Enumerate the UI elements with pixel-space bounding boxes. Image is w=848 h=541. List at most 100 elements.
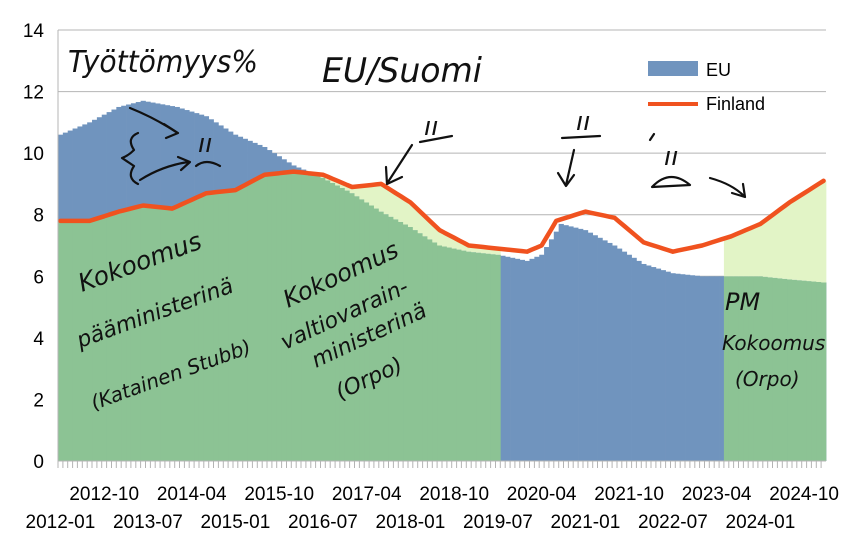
bar-eu xyxy=(607,242,613,461)
band-segment-2 xyxy=(427,220,433,240)
band-segment-1 xyxy=(339,188,346,461)
band-segment-1 xyxy=(330,182,336,461)
x-tick-label-upper: 2024-10 xyxy=(769,484,839,505)
band-segment-2 xyxy=(369,184,375,206)
band-segment-1 xyxy=(320,177,326,461)
band-segment-0 xyxy=(189,199,195,461)
band-segment-3 xyxy=(787,279,793,461)
band-segment-0 xyxy=(111,213,117,461)
band-segment-1 xyxy=(427,239,433,461)
bar-eu xyxy=(529,258,535,461)
band-segment-2 xyxy=(344,184,350,191)
x-tick-labels: 2012-10 2014-04 2015-10 2017-04 2018-10 2020-… xyxy=(26,484,839,533)
band-segment-3 xyxy=(782,278,788,461)
band-segment-3 xyxy=(811,281,817,461)
bar-eu xyxy=(714,276,720,461)
band-segment-4 xyxy=(801,193,807,281)
band-segment-0 xyxy=(121,210,127,461)
band-segment-3 xyxy=(743,276,749,461)
bar-eu xyxy=(651,267,657,461)
y-tick-label: 2 xyxy=(33,390,44,411)
annotation-subtitle: EU/Suomi xyxy=(322,51,483,91)
band-segment-1 xyxy=(393,219,399,461)
band-segment-2 xyxy=(442,232,448,247)
band-segment-0 xyxy=(208,192,214,461)
band-segment-3 xyxy=(757,276,764,461)
band-segment-0 xyxy=(271,173,278,462)
bar-eu xyxy=(534,256,540,461)
band-segment-1 xyxy=(383,214,389,461)
annotation-period3-line1: PM xyxy=(725,288,760,316)
band-segment-1 xyxy=(456,249,462,461)
y-tick-labels: 0 2 4 6 8 10 12 14 xyxy=(23,21,45,473)
band-segment-1 xyxy=(471,252,477,461)
band-segment-0 xyxy=(291,171,297,462)
bar-eu xyxy=(587,232,594,461)
ditto-underline-1 xyxy=(194,160,222,168)
band-segment-4 xyxy=(806,190,812,282)
band-segment-2 xyxy=(393,193,399,220)
band-segment-1 xyxy=(446,247,453,461)
bar-eu xyxy=(626,254,632,461)
x-tick-label-lower: 2015-01 xyxy=(201,512,271,533)
band-segment-0 xyxy=(276,173,282,461)
band-segment-2 xyxy=(354,186,360,197)
band-segment-3 xyxy=(728,276,734,461)
band-segment-2 xyxy=(407,202,414,228)
band-segment-2 xyxy=(446,235,453,248)
band-segment-2 xyxy=(480,247,487,254)
annotation-ditto-1: ıı xyxy=(198,129,212,159)
x-tick-label-lower: 2019-07 xyxy=(463,512,533,533)
band-segment-3 xyxy=(748,276,754,461)
band-segment-0 xyxy=(77,220,83,461)
bar-eu xyxy=(514,258,521,461)
band-segment-1 xyxy=(364,202,370,461)
band-segment-4 xyxy=(757,223,764,277)
bar-eu xyxy=(578,228,584,461)
legend-label-eu: EU xyxy=(706,60,731,80)
bar-eu xyxy=(544,247,550,461)
bar-eu xyxy=(680,274,686,461)
band-segment-4 xyxy=(821,180,827,283)
band-segment-4 xyxy=(723,237,730,277)
bar-eu xyxy=(621,251,628,461)
band-segment-0 xyxy=(130,207,137,461)
band-segment-0 xyxy=(228,190,234,461)
arrow-icon-4 xyxy=(556,148,576,188)
annotation-ditto-4: ıı xyxy=(664,142,678,172)
band-segment-0 xyxy=(135,206,141,461)
bar-eu xyxy=(568,226,574,461)
bar-eu xyxy=(719,276,725,461)
bar-eu xyxy=(655,268,662,461)
band-segment-0 xyxy=(257,177,263,461)
band-segment-0 xyxy=(82,220,88,461)
band-segment-4 xyxy=(762,220,769,277)
band-segment-0 xyxy=(218,191,224,462)
band-segment-0 xyxy=(179,204,185,461)
band-segment-1 xyxy=(485,253,491,461)
band-segment-0 xyxy=(87,220,93,461)
band-segment-1 xyxy=(378,211,385,461)
band-segment-0 xyxy=(92,219,98,461)
band-segment-3 xyxy=(767,277,773,461)
band-segment-4 xyxy=(787,202,793,280)
band-segment-0 xyxy=(310,173,316,462)
bar-eu xyxy=(699,276,705,461)
ditto-underline-2 xyxy=(418,134,454,144)
band-segment-1 xyxy=(349,193,355,461)
band-segment-4 xyxy=(728,236,734,277)
y-tick-label: 6 xyxy=(33,267,44,288)
bar-eu xyxy=(665,271,671,461)
bar-eu xyxy=(524,260,530,461)
bar-eu xyxy=(500,255,506,461)
band-segment-0 xyxy=(286,172,292,461)
bar-eu xyxy=(616,248,623,461)
band-segment-1 xyxy=(398,221,404,461)
band-segment-4 xyxy=(738,232,744,277)
band-segment-4 xyxy=(767,216,773,278)
band-segment-1 xyxy=(461,250,467,461)
bar-eu xyxy=(641,263,647,461)
band-segment-0 xyxy=(194,197,200,461)
band-segment-0 xyxy=(247,182,253,461)
x-tick-label-lower: 2018-01 xyxy=(376,512,446,533)
